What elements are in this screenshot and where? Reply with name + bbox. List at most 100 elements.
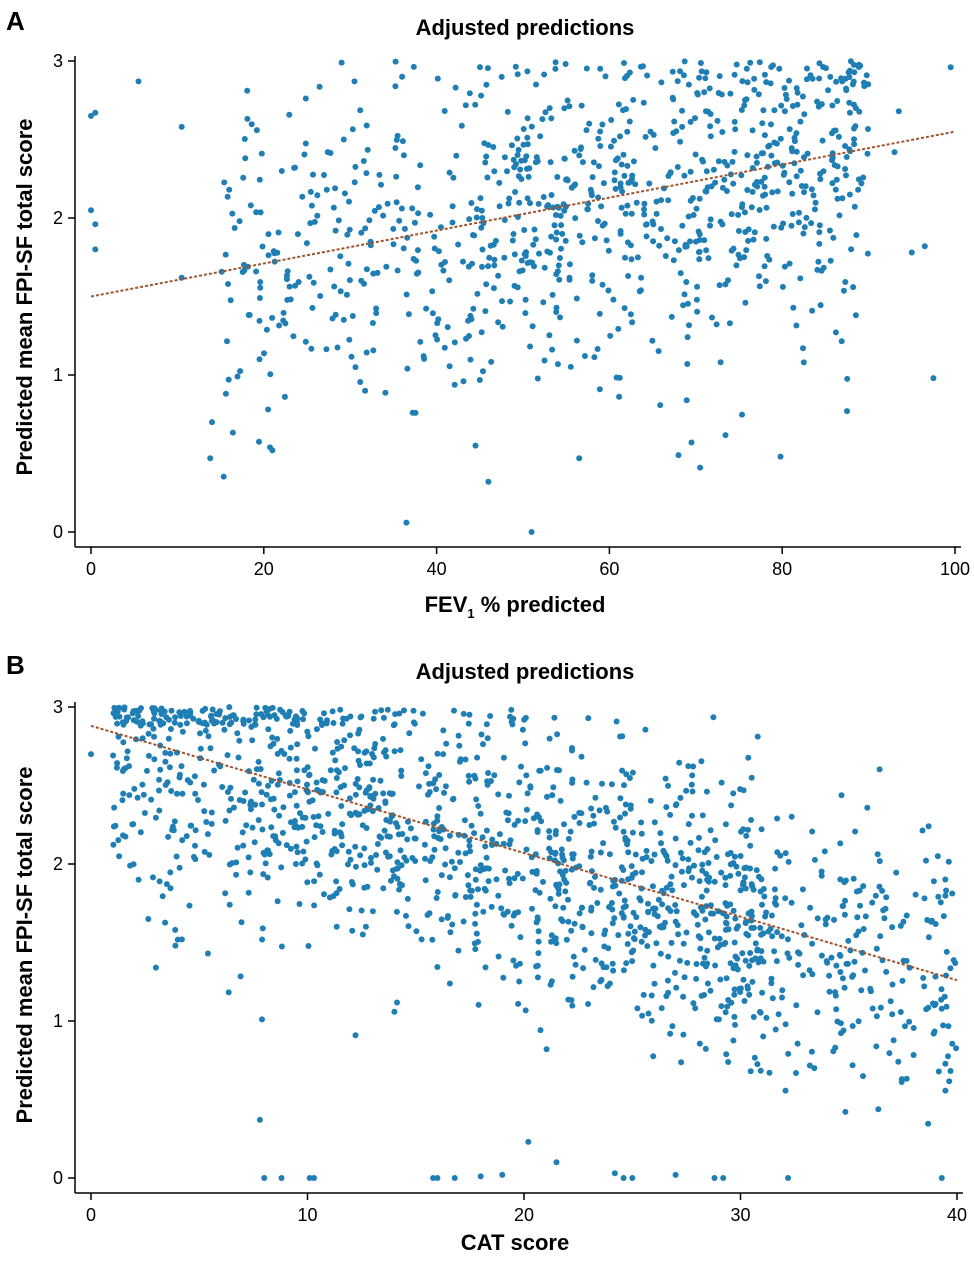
data-point-a xyxy=(373,305,380,312)
data-point-b xyxy=(187,712,194,719)
data-point-a xyxy=(522,296,529,303)
data-point-b xyxy=(672,1171,679,1178)
data-point-a xyxy=(826,227,833,234)
data-point-a xyxy=(735,211,742,218)
data-point-b xyxy=(482,887,489,894)
data-point-b xyxy=(678,1059,685,1066)
data-point-a xyxy=(694,308,701,315)
data-point-a xyxy=(712,179,719,186)
data-point-b xyxy=(834,1018,841,1025)
data-point-b xyxy=(352,1032,359,1039)
data-point-b xyxy=(747,865,753,872)
data-point-a xyxy=(633,199,640,206)
data-point-b xyxy=(455,732,462,739)
data-point-b xyxy=(722,939,729,946)
data-point-b xyxy=(701,849,708,856)
data-point-b xyxy=(336,886,343,892)
data-point-a xyxy=(521,227,528,233)
data-point-a xyxy=(363,122,370,129)
data-point-b xyxy=(761,893,768,900)
data-point-a xyxy=(533,154,540,161)
data-point-a xyxy=(611,177,618,184)
data-point-a xyxy=(510,156,517,163)
data-point-a xyxy=(507,298,514,305)
data-point-b xyxy=(321,710,327,717)
data-point-a xyxy=(552,212,559,218)
data-point-b xyxy=(832,989,839,996)
data-point-b xyxy=(632,851,639,858)
data-point-b xyxy=(394,859,401,866)
data-point-b xyxy=(945,858,952,865)
data-point-a xyxy=(479,246,486,253)
data-point-b xyxy=(683,787,690,794)
data-point-b xyxy=(422,855,428,862)
data-point-b xyxy=(622,810,628,817)
data-point-b xyxy=(145,730,152,737)
data-point-b xyxy=(723,1051,730,1058)
data-point-a xyxy=(378,181,384,188)
data-point-b xyxy=(875,1106,882,1113)
data-point-b xyxy=(522,1007,529,1014)
data-point-a xyxy=(747,59,754,66)
data-point-b xyxy=(814,915,821,922)
data-point-a xyxy=(756,283,763,290)
data-point-b xyxy=(658,840,664,847)
data-point-a xyxy=(674,164,681,170)
data-point-a xyxy=(253,209,260,216)
data-point-b xyxy=(668,939,675,946)
data-point-b xyxy=(110,752,117,759)
data-point-b xyxy=(467,887,474,894)
data-point-b xyxy=(547,895,554,902)
data-point-b xyxy=(707,902,714,909)
data-point-b xyxy=(287,744,294,751)
data-point-b xyxy=(782,1021,789,1028)
y-axis-title-b: Predicted mean FPI-SF total score xyxy=(12,767,37,1124)
data-point-a xyxy=(589,277,596,284)
data-point-b xyxy=(203,721,210,728)
data-point-b xyxy=(586,822,593,828)
data-point-b xyxy=(540,878,546,885)
data-point-b xyxy=(187,822,194,829)
data-point-a xyxy=(596,310,603,317)
data-point-a xyxy=(789,190,796,197)
data-point-a xyxy=(542,109,549,116)
data-point-b xyxy=(786,954,793,961)
data-point-a xyxy=(231,225,238,231)
data-point-a xyxy=(679,222,686,229)
data-point-b xyxy=(685,856,692,863)
data-point-b xyxy=(623,771,630,778)
data-point-a xyxy=(763,235,770,242)
data-point-b xyxy=(604,983,611,990)
data-point-a xyxy=(728,211,735,218)
data-point-a xyxy=(832,329,839,336)
data-point-b xyxy=(638,819,645,826)
data-point-a xyxy=(265,406,272,413)
data-point-a xyxy=(707,123,714,130)
data-point-b xyxy=(427,858,434,864)
data-point-a xyxy=(788,222,795,229)
data-point-b xyxy=(156,717,163,724)
data-point-a xyxy=(820,264,827,271)
data-point-a xyxy=(695,228,702,235)
data-point-a xyxy=(449,203,456,210)
data-point-b xyxy=(667,811,674,818)
data-point-a xyxy=(846,191,853,198)
data-point-a xyxy=(684,361,691,367)
data-point-b xyxy=(665,953,672,960)
data-point-b xyxy=(609,920,616,927)
data-point-b xyxy=(928,917,935,924)
data-point-a xyxy=(768,152,775,159)
data-point-a xyxy=(383,263,390,270)
data-point-b xyxy=(449,921,456,928)
data-point-b xyxy=(949,890,956,897)
data-point-b xyxy=(309,797,316,804)
data-point-a xyxy=(316,83,323,90)
data-point-b xyxy=(301,710,308,717)
data-point-a xyxy=(371,207,378,214)
data-point-b xyxy=(504,908,511,915)
data-point-a xyxy=(602,73,609,80)
data-point-a xyxy=(394,267,401,274)
data-point-b xyxy=(167,726,174,732)
data-point-b xyxy=(480,741,486,748)
data-point-b xyxy=(747,1068,754,1075)
